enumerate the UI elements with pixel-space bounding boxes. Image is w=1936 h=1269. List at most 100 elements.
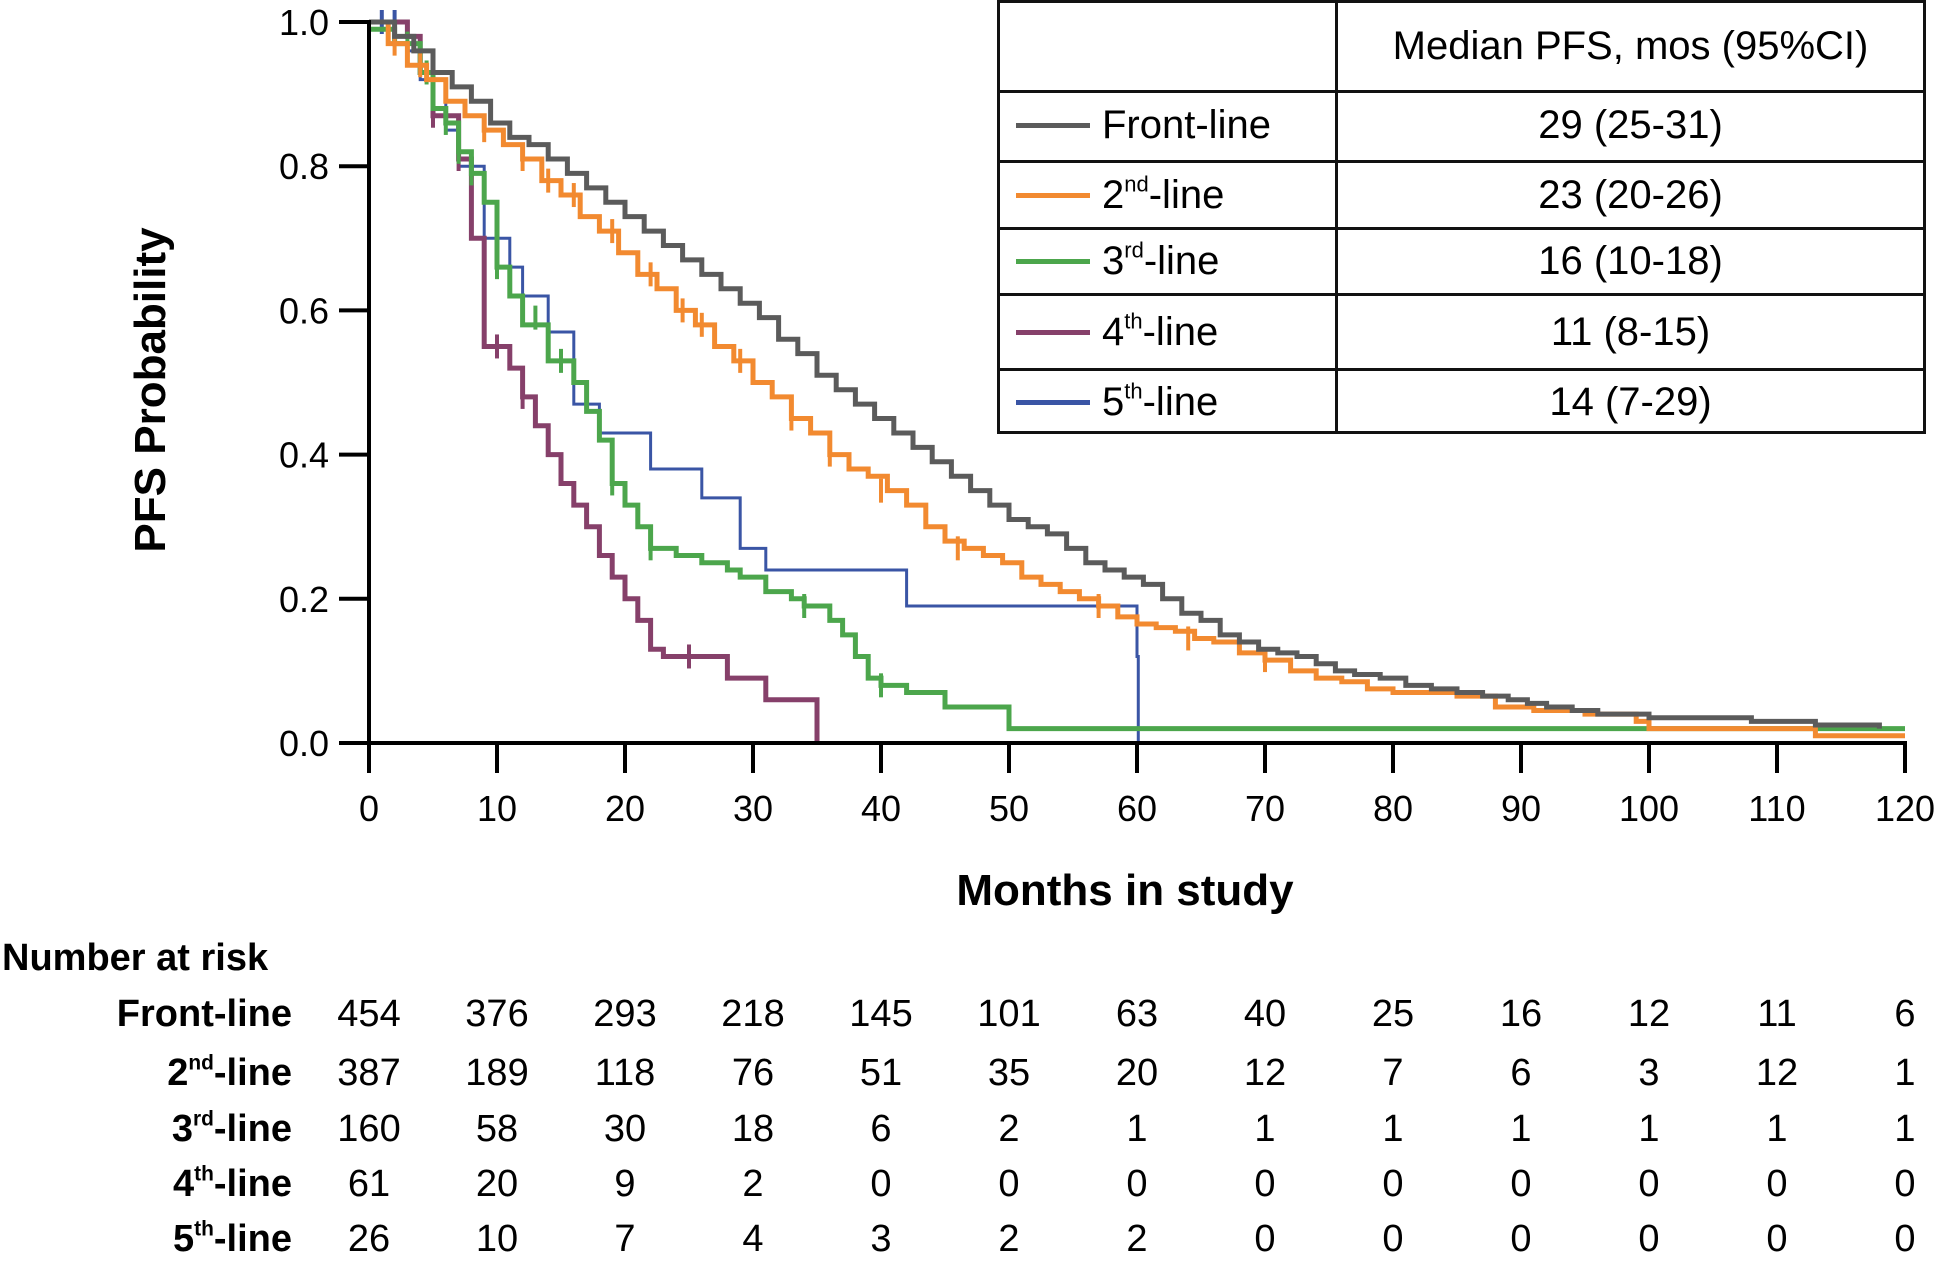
x-tick-label: 110 (1748, 788, 1805, 829)
risk-value: 0 (1510, 1218, 1532, 1260)
risk-value: 18 (731, 1108, 775, 1150)
risk-value: 6 (1510, 1052, 1532, 1094)
y-tick-label: 0.4 (279, 435, 329, 476)
legend-median-value: 16 (10-18) (1538, 239, 1723, 283)
x-tick-label: 40 (861, 788, 901, 829)
x-tick-label: 20 (605, 788, 645, 829)
risk-row-label: 5th-line (173, 1217, 292, 1260)
risk-value: 1 (1510, 1108, 1532, 1150)
risk-value: 0 (1638, 1218, 1660, 1260)
legend-median-value: 23 (20-26) (1538, 172, 1723, 217)
risk-value: 6 (1894, 993, 1916, 1035)
x-tick-label: 100 (1619, 788, 1679, 829)
legend-header-label: Median PFS, mos (95%CI) (1392, 24, 1869, 68)
risk-value: 11 (1757, 993, 1797, 1035)
risk-value: 10 (475, 1218, 519, 1260)
risk-row-label: Front-line (116, 993, 292, 1035)
legend-series-cell: 4th-line (1000, 296, 1338, 368)
x-tick-label: 60 (1117, 788, 1157, 829)
x-tick-label: 50 (989, 788, 1029, 829)
risk-value: 30 (603, 1108, 647, 1150)
number-at-risk-title: Number at risk (2, 937, 269, 979)
legend-series-name: Front-line (1102, 102, 1271, 147)
risk-value: 2 (742, 1163, 764, 1205)
km-step-line (369, 19, 1882, 729)
risk-value: 387 (337, 1052, 401, 1094)
risk-value: 6 (870, 1108, 892, 1150)
legend-swatch (1016, 122, 1090, 128)
legend-series-cell: Front-line (1000, 90, 1338, 160)
risk-value: 145 (849, 993, 913, 1035)
legend-median-value: 29 (25-31) (1538, 102, 1723, 147)
risk-value: 218 (721, 993, 785, 1035)
legend-row: 2nd-line 23 (20-26) (1000, 163, 1923, 230)
risk-value: 7 (614, 1218, 636, 1260)
legend-row: Front-line 29 (25-31) (1000, 90, 1923, 163)
x-tick-label: 0 (359, 788, 379, 829)
risk-value: 0 (1254, 1218, 1276, 1260)
legend-row: 4th-line 11 (8-15) (1000, 296, 1923, 371)
series-4th-line (369, 19, 820, 743)
risk-value: 2 (1126, 1218, 1148, 1260)
y-tick-label: 0.0 (279, 723, 329, 764)
risk-value: 454 (337, 993, 401, 1035)
y-ticks: 0.0 0.2 0.4 0.6 0.8 1.0 (279, 2, 369, 764)
km-step-line (369, 26, 1905, 732)
risk-value: 12 (1627, 993, 1671, 1035)
risk-row-label: 4th-line (173, 1162, 292, 1205)
legend-median-value: 14 (7-29) (1549, 380, 1712, 424)
risk-value: 3 (870, 1218, 892, 1260)
risk-value: 0 (1382, 1218, 1404, 1260)
legend-row: 5th-line 14 (7-29) (1000, 371, 1923, 434)
risk-value: 61 (347, 1163, 391, 1205)
risk-value: 63 (1115, 993, 1159, 1035)
risk-value: 9 (614, 1163, 636, 1205)
series-front-line (369, 19, 1882, 729)
legend-series-cell: 3rd-line (1000, 230, 1338, 293)
y-tick-label: 0.8 (279, 146, 329, 187)
risk-value: 1 (1766, 1108, 1788, 1150)
risk-value: 0 (1894, 1163, 1916, 1205)
risk-value: 2 (998, 1108, 1020, 1150)
risk-value: 1 (1382, 1108, 1404, 1150)
risk-value: 3 (1638, 1052, 1660, 1094)
legend-series-cell: 5th-line (1000, 371, 1338, 434)
x-tick-label: 120 (1875, 788, 1935, 829)
km-step-line (369, 19, 1905, 739)
risk-value: 0 (998, 1163, 1020, 1205)
x-tick-label: 80 (1373, 788, 1413, 829)
series-2nd-line (369, 19, 1905, 739)
x-ticks: 0 10 20 30 40 50 60 70 80 90 100 110 120 (359, 743, 1935, 829)
risk-value: 1 (1894, 1108, 1916, 1150)
legend-swatch (1016, 192, 1090, 198)
legend-swatch (1016, 400, 1090, 405)
legend-series-name: 2nd-line (1102, 171, 1225, 217)
risk-value: 58 (475, 1108, 519, 1150)
legend-header-blank-cell (1000, 3, 1338, 90)
risk-value: 1 (1126, 1108, 1148, 1150)
risk-value: 376 (465, 993, 529, 1035)
risk-value: 0 (1638, 1163, 1660, 1205)
risk-value: 4 (742, 1218, 764, 1260)
survival-curves (369, 10, 1905, 743)
risk-row-label: 3rd-line (171, 1107, 292, 1150)
risk-value: 12 (1243, 1052, 1287, 1094)
risk-value: 1 (1638, 1108, 1660, 1150)
risk-value: 2 (998, 1218, 1020, 1260)
risk-value: 101 (977, 993, 1041, 1035)
risk-value: 0 (1766, 1163, 1788, 1205)
risk-value: 118 (594, 1052, 656, 1094)
legend-series-name: 5th-line (1102, 378, 1219, 424)
risk-value: 40 (1243, 993, 1287, 1035)
y-tick-label: 1.0 (279, 2, 329, 43)
risk-value: 0 (1254, 1163, 1276, 1205)
legend-swatch (1016, 259, 1090, 264)
risk-value: 25 (1371, 993, 1415, 1035)
risk-value: 0 (1510, 1163, 1532, 1205)
risk-value: 293 (593, 993, 657, 1035)
risk-value: 0 (1894, 1218, 1916, 1260)
y-tick-label: 0.6 (279, 290, 329, 331)
x-tick-label: 10 (477, 788, 517, 829)
risk-value: 1 (1254, 1108, 1276, 1150)
